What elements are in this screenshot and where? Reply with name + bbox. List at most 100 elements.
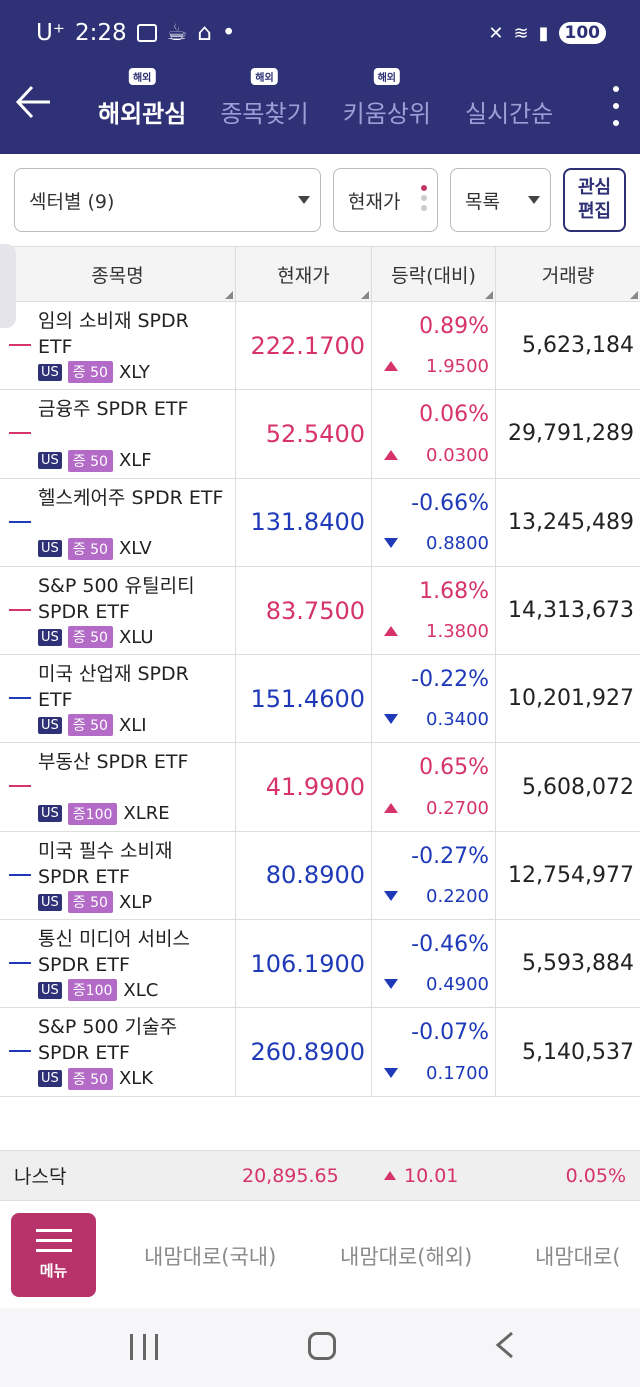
- table-row[interactable]: 임의 소비재 SPDR ETF US 증 50 XLY 222.1700 0.8…: [0, 302, 640, 391]
- table-row[interactable]: 통신 미디어 서비스 SPDR ETF US 증100 XLC 106.1900…: [0, 920, 640, 1009]
- sparkline-icon: [9, 432, 31, 435]
- current-price: 106.1900: [250, 949, 365, 978]
- change-percent: 0.65%: [419, 755, 489, 781]
- header-name[interactable]: 종목명: [0, 247, 236, 301]
- ticker-symbol: XLV: [118, 538, 152, 560]
- tab-realtime[interactable]: 실시간순: [465, 68, 553, 154]
- price-cell: 80.8900: [236, 831, 372, 920]
- current-price: 52.5400: [265, 419, 365, 448]
- shortcut-custom-more[interactable]: 내맘대로(: [535, 1245, 621, 1269]
- tab-overseas-watchlist[interactable]: 해외 해외관심: [98, 68, 186, 154]
- market-badge: US: [38, 716, 62, 734]
- recent-apps-icon: [155, 1334, 158, 1360]
- name-cell: 임의 소비재 SPDR ETF US 증 50 XLY: [0, 302, 236, 390]
- change-cell: -0.22% 0.3400: [372, 655, 496, 743]
- sparkline-icon: [9, 344, 31, 346]
- current-price: 222.1700: [250, 331, 365, 360]
- view-dropdown[interactable]: 목록: [450, 168, 551, 232]
- margin-badge: 증 50: [67, 449, 113, 472]
- sparkline-icon: [9, 697, 31, 700]
- table-row[interactable]: S&P 500 유틸리티 SPDR ETF US 증 50 XLU 83.750…: [0, 566, 640, 656]
- stock-tags: US 증 50 XLU: [38, 626, 154, 649]
- name-cell: 부동산 SPDR ETF US 증100 XLRE: [0, 743, 236, 831]
- change-percent: -0.46%: [411, 932, 489, 958]
- stock-tags: US 증 50 XLV: [38, 537, 152, 560]
- ticker-symbol: XLK: [118, 1068, 154, 1090]
- change-amount: 0.1700: [426, 1062, 489, 1084]
- menu-button[interactable]: 메뉴: [11, 1213, 96, 1297]
- table-row[interactable]: 부동산 SPDR ETF US 증100 XLRE 41.9900 0.65% …: [0, 743, 640, 832]
- signal-icon: ▮: [538, 22, 549, 44]
- screenshot-icon: [136, 24, 157, 42]
- recent-apps-button[interactable]: [130, 1334, 158, 1360]
- change-percent: -0.66%: [411, 490, 489, 516]
- price-dropdown[interactable]: 현재가: [333, 168, 438, 232]
- table-row[interactable]: 금융주 SPDR ETF US 증 50 XLF 52.5400 0.06% 0…: [0, 390, 640, 479]
- change-amount: 0.8800: [426, 532, 489, 554]
- ticker-symbol: XLF: [118, 450, 152, 472]
- index-ticker-bar[interactable]: 나스닥 20,895.65 10.01 0.05%: [0, 1150, 640, 1200]
- change-cell: -0.07% 0.1700: [372, 1008, 496, 1096]
- view-dropdown-label: 목록: [465, 190, 500, 213]
- change-cell: 0.89% 1.9500: [372, 302, 496, 390]
- price-cell: 131.8400: [236, 478, 372, 566]
- header-volume[interactable]: 거래량: [496, 247, 640, 301]
- header-price[interactable]: 현재가: [236, 247, 372, 301]
- name-cell: S&P 500 유틸리티 SPDR ETF US 증 50 XLU: [0, 566, 236, 655]
- price-cell: 83.7500: [236, 566, 372, 655]
- tab-kiwoom-top[interactable]: 해외 키움상위: [343, 68, 431, 154]
- change-amount: 0.3400: [426, 709, 489, 731]
- sector-dropdown[interactable]: 섹터별 (9): [14, 168, 321, 232]
- more-options-button[interactable]: [610, 86, 622, 126]
- price-cell: 222.1700: [236, 302, 372, 390]
- change-cell: 0.65% 0.2700: [372, 743, 496, 831]
- table-row[interactable]: 헬스케어주 SPDR ETF US 증 50 XLV 131.8400 -0.6…: [0, 478, 640, 567]
- system-nav-bar: [0, 1308, 640, 1387]
- volume-cell: 13,245,489: [496, 479, 640, 566]
- price-cell: 151.4600: [236, 655, 372, 743]
- market-badge: US: [38, 1070, 62, 1088]
- header-change[interactable]: 등락(대비): [372, 247, 496, 301]
- name-cell: 금융주 SPDR ETF US 증 50 XLF: [0, 390, 236, 478]
- change-amount: 0.4900: [426, 974, 489, 996]
- sparkline-icon: [9, 873, 31, 876]
- home-button[interactable]: [308, 1332, 336, 1360]
- price-dropdown-label: 현재가: [348, 190, 401, 213]
- current-price: 83.7500: [265, 596, 365, 625]
- system-back-button[interactable]: [494, 1330, 516, 1368]
- change-percent: 0.06%: [419, 402, 489, 428]
- market-badge: US: [38, 363, 62, 381]
- chevron-left-icon: [495, 1331, 513, 1359]
- table-row[interactable]: S&P 500 기술주 SPDR ETF US 증 50 XLK 260.890…: [0, 1008, 640, 1097]
- top-nav: 해외 해외관심 해외 종목찾기 해외 키움상위 실시간순: [0, 68, 640, 154]
- margin-badge: 증 50: [67, 626, 113, 649]
- ticker-symbol: XLC: [123, 979, 159, 1001]
- tab-stock-search[interactable]: 해외 종목찾기: [220, 68, 309, 154]
- margin-badge: 증 50: [67, 891, 113, 914]
- trade-volume: 14,313,673: [508, 598, 634, 624]
- stock-name: 통신 미디어 서비스 SPDR ETF: [38, 928, 190, 977]
- price-cell: 52.5400: [236, 390, 372, 478]
- clock: 2:28: [74, 20, 127, 46]
- trade-volume: 10,201,927: [508, 686, 634, 712]
- market-badge: US: [38, 628, 62, 646]
- chevron-down-icon: [528, 196, 540, 204]
- edit-watchlist-button[interactable]: 관심 편집: [563, 168, 626, 232]
- trade-volume: 29,791,289: [508, 421, 634, 447]
- change-percent: 1.68%: [419, 578, 489, 604]
- up-arrow-icon: [384, 449, 398, 460]
- ticker-symbol: XLU: [118, 626, 154, 648]
- table-row[interactable]: 미국 산업재 SPDR ETF US 증 50 XLI 151.4600 -0.…: [0, 655, 640, 744]
- shortcut-custom-overseas[interactable]: 내맘대로(해외): [340, 1245, 473, 1269]
- cup-icon: ☕: [166, 20, 188, 46]
- side-drawer-handle[interactable]: [0, 244, 16, 328]
- back-button[interactable]: [14, 82, 58, 126]
- tab-label: 해외관심: [98, 99, 187, 128]
- current-price: 41.9900: [265, 773, 365, 802]
- recent-apps-icon: [142, 1334, 146, 1360]
- table-row[interactable]: 미국 필수 소비재 SPDR ETF US 증 50 XLP 80.8900 -…: [0, 831, 640, 921]
- sparkline-icon: [9, 785, 31, 788]
- stock-tags: US 증100 XLC: [38, 979, 159, 1002]
- volume-cell: 5,140,537: [496, 1008, 640, 1095]
- shortcut-custom-domestic[interactable]: 내맘대로(국내): [144, 1245, 277, 1269]
